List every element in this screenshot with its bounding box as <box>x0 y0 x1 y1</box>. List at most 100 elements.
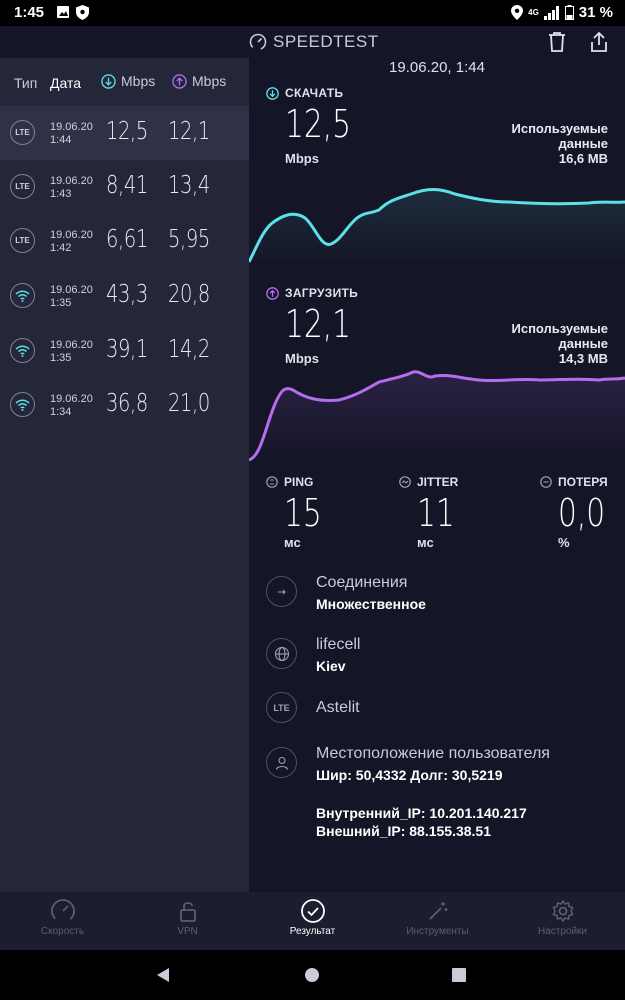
row-download: 12,5 <box>106 116 148 145</box>
nav-speed[interactable]: Скорость <box>0 892 125 950</box>
column-upload[interactable]: Mbps <box>172 73 226 89</box>
provider-name: Astelit <box>316 699 360 716</box>
upload-value: 12,1 <box>285 302 351 346</box>
shield-icon <box>76 5 89 20</box>
wifi-icon <box>10 392 35 417</box>
wifi-icon <box>10 283 35 308</box>
home-icon[interactable] <box>304 967 320 983</box>
gauge-icon <box>249 33 267 51</box>
lte-icon: LTE <box>266 692 297 723</box>
delete-icon[interactable] <box>545 30 569 54</box>
lte-icon: LTE <box>10 174 35 199</box>
speedtest-logo: SPEEDTEST <box>249 32 379 52</box>
row-upload: 12,1 <box>168 116 210 145</box>
nav-settings[interactable]: Настройки <box>500 892 625 950</box>
column-date[interactable]: Дата <box>50 75 82 91</box>
row-datetime: 19.06.20 1:43 <box>50 175 93 200</box>
row-datetime: 19.06.20 1:34 <box>50 393 93 418</box>
row-download: 39,1 <box>106 334 148 363</box>
jitter-metric: JITTER 11 мс <box>399 475 465 550</box>
history-panel: Тип Дата Mbps Mbps LTE 19.06.20 1:44 12,5… <box>0 58 249 892</box>
history-header: Тип Дата Mbps Mbps <box>0 58 249 106</box>
history-row[interactable]: LTE 19.06.20 1:43 8,41 13,4 <box>0 160 249 214</box>
row-upload: 5,95 <box>168 224 210 253</box>
history-row[interactable]: 19.06.20 1:34 36,8 21,0 <box>0 378 249 432</box>
loss-metric: ПОТЕРЯ 0,0 % <box>540 475 618 550</box>
ping-metric: PING 15 мс <box>266 475 332 550</box>
network-type: 4G <box>528 8 539 17</box>
row-download: 6,61 <box>106 224 148 253</box>
nav-vpn[interactable]: VPN <box>125 892 250 950</box>
bottom-navigation: Скорость VPN Результат Инструменты Настр… <box>0 892 625 950</box>
location-coordinates: Шир: 50,4332 Долг: 30,5219 <box>316 767 503 783</box>
checkmark-circle-icon <box>300 899 325 923</box>
history-row[interactable]: LTE 19.06.20 1:44 12,5 12,1 <box>0 106 249 160</box>
user-icon <box>266 747 297 778</box>
history-row[interactable]: LTE 19.06.20 1:42 6,61 5,95 <box>0 214 249 268</box>
result-timestamp: 19.06.20, 1:44 <box>389 59 485 76</box>
upload-arrow-icon <box>172 73 187 89</box>
column-download[interactable]: Mbps <box>101 73 155 89</box>
gallery-icon <box>57 6 69 18</box>
jitter-unit: мс <box>417 535 434 550</box>
upload-label: ЗАГРУЗИТЬ <box>266 286 358 300</box>
share-icon[interactable] <box>587 30 611 54</box>
status-bar: 1:45 4G 31 % <box>0 0 625 26</box>
wifi-icon <box>10 338 35 363</box>
nav-tools[interactable]: Инструменты <box>375 892 500 950</box>
signal-icon <box>543 5 559 20</box>
connections-value: Множественное <box>316 596 426 612</box>
loss-unit: % <box>558 535 570 550</box>
history-row[interactable]: 19.06.20 1:35 39,1 14,2 <box>0 324 249 378</box>
row-upload: 13,4 <box>168 170 210 199</box>
row-upload: 21,0 <box>168 388 210 417</box>
download-unit: Mbps <box>285 151 319 166</box>
external-ip: Внешний_IP: 88.155.38.51 <box>316 823 491 839</box>
back-icon[interactable] <box>155 967 171 983</box>
connections-icon <box>266 576 297 607</box>
download-label: СКАЧАТЬ <box>266 86 343 100</box>
lock-icon <box>179 902 196 922</box>
gear-icon <box>551 899 574 923</box>
lte-icon: LTE <box>10 228 35 253</box>
brand-text: SPEEDTEST <box>273 32 379 51</box>
download-used-data: Используемые данные 16,6 MB <box>511 121 609 166</box>
ping-value: 15 <box>284 491 322 535</box>
internal-ip: Внутренний_IP: 10.201.140.217 <box>316 805 527 821</box>
loss-icon <box>540 476 552 488</box>
result-panel: 19.06.20, 1:44 СКАЧАТЬ 12,5 Mbps Использ… <box>249 58 625 892</box>
upload-arrow-icon <box>266 286 279 300</box>
history-row[interactable]: 19.06.20 1:35 43,3 20,8 <box>0 269 249 323</box>
location-icon <box>511 5 524 20</box>
system-navigation <box>0 950 625 1000</box>
ping-unit: мс <box>284 535 301 550</box>
speedometer-icon <box>50 899 75 923</box>
jitter-icon <box>399 476 411 488</box>
download-graph <box>249 188 625 266</box>
magic-wand-icon <box>428 902 447 920</box>
status-time: 1:45 <box>14 4 45 21</box>
download-arrow-icon <box>266 86 279 100</box>
server-name: lifecell <box>316 636 361 653</box>
row-datetime: 19.06.20 1:35 <box>50 284 93 309</box>
battery-percent: 31 % <box>578 4 613 21</box>
jitter-value: 11 <box>417 491 455 535</box>
connections-label: Соединения <box>316 574 408 591</box>
location-label: Местоположение пользователя <box>316 745 550 762</box>
row-upload: 20,8 <box>168 279 210 308</box>
upload-used-data: Используемые данные 14,3 MB <box>511 321 609 366</box>
lte-icon: LTE <box>10 120 35 145</box>
app-header: SPEEDTEST <box>0 26 625 58</box>
row-download: 36,8 <box>106 388 148 417</box>
row-datetime: 19.06.20 1:35 <box>50 339 93 364</box>
column-type[interactable]: Тип <box>14 75 38 91</box>
globe-icon <box>266 638 297 669</box>
download-value: 12,5 <box>285 102 351 146</box>
battery-icon <box>564 5 574 20</box>
nav-results[interactable]: Результат <box>250 892 375 950</box>
row-upload: 14,2 <box>168 334 210 363</box>
recents-icon[interactable] <box>452 968 466 982</box>
download-arrow-icon <box>101 73 116 89</box>
upload-graph <box>249 370 625 464</box>
row-download: 8,41 <box>106 170 148 199</box>
